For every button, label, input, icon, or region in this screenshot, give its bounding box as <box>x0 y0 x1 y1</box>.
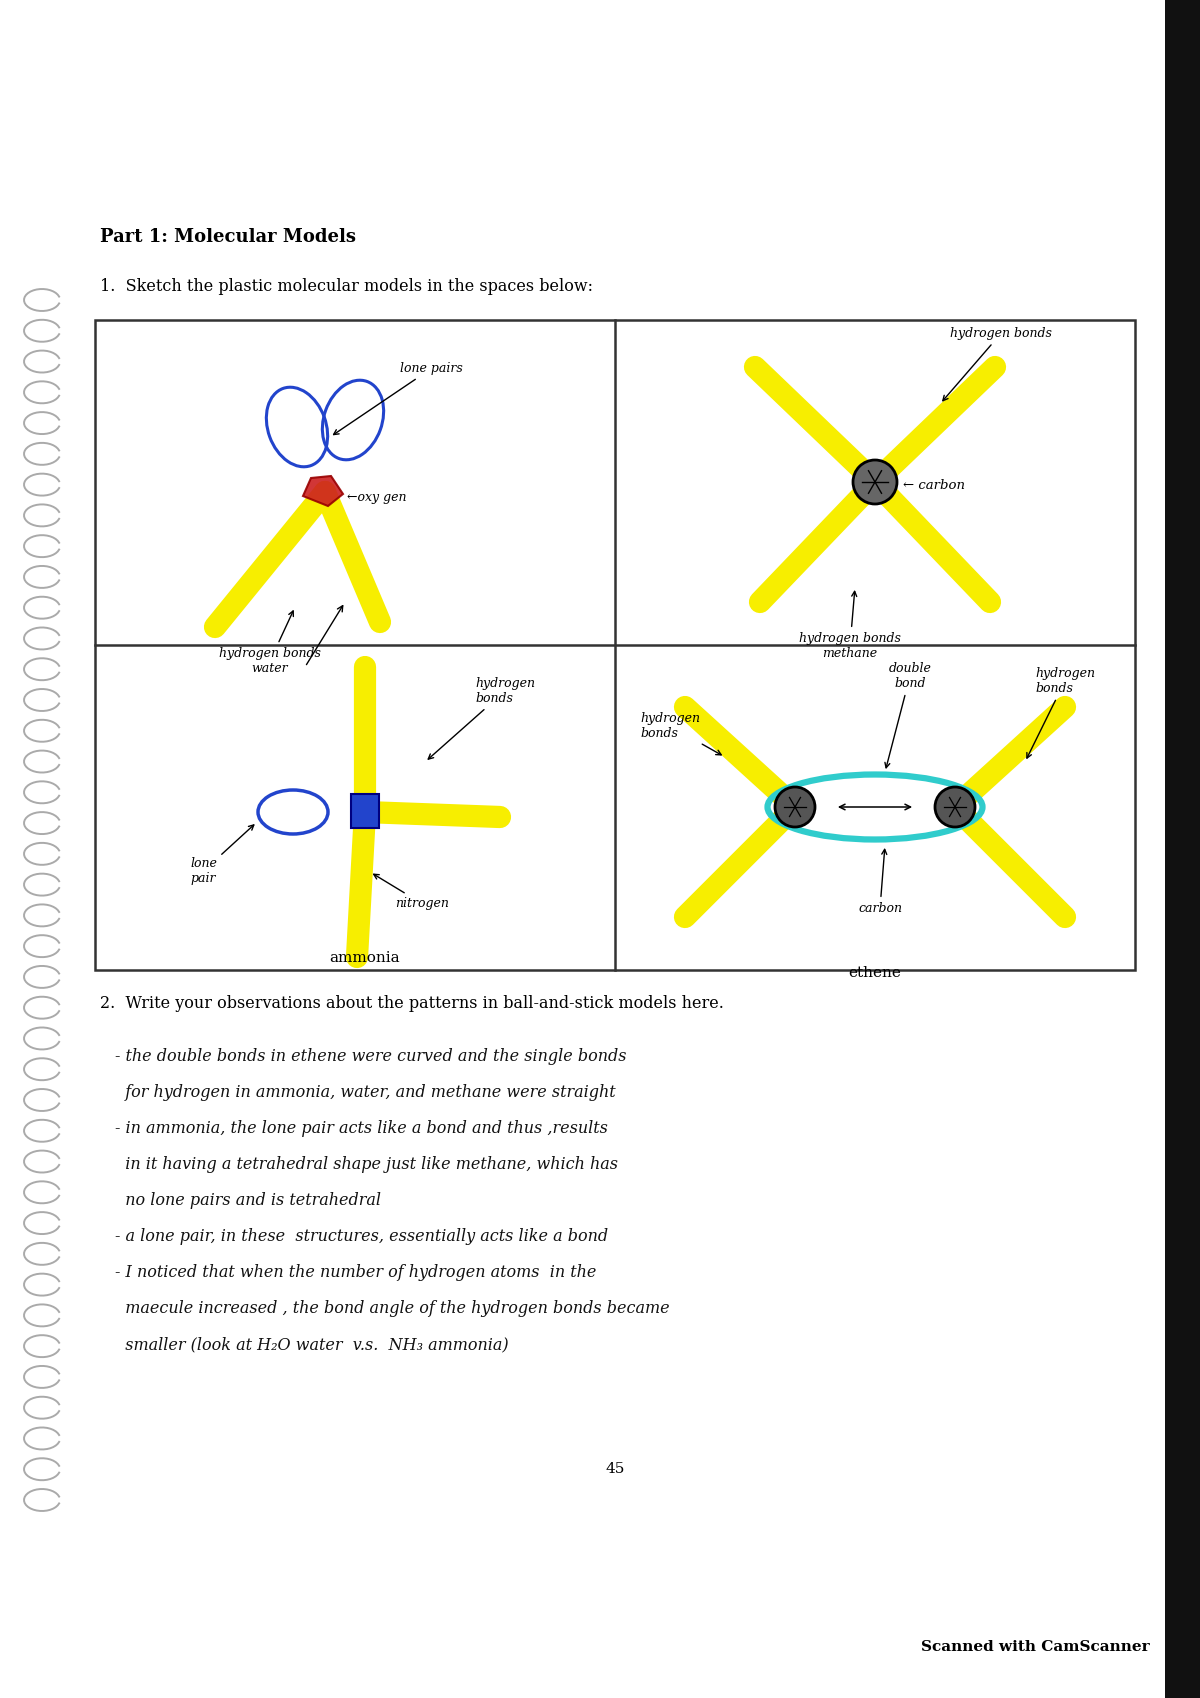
Text: - a lone pair, in these  structures, essentially acts like a bond: - a lone pair, in these structures, esse… <box>115 1228 608 1245</box>
Text: hydrogen
bonds: hydrogen bonds <box>1027 667 1096 757</box>
Bar <box>95 319 1135 970</box>
Circle shape <box>935 786 974 827</box>
Text: lone pairs: lone pairs <box>334 362 463 435</box>
Circle shape <box>775 786 815 827</box>
Bar <box>1165 0 1200 1698</box>
Text: Part 1: Molecular Models: Part 1: Molecular Models <box>100 228 356 246</box>
Text: no lone pairs and is tetrahedral: no lone pairs and is tetrahedral <box>115 1192 382 1209</box>
Circle shape <box>853 460 898 504</box>
Text: ← carbon: ← carbon <box>904 479 965 491</box>
Text: ←oxy gen: ←oxy gen <box>347 491 407 504</box>
Text: nitrogen: nitrogen <box>373 874 449 910</box>
Text: ammonia: ammonia <box>330 951 401 964</box>
Text: ethene: ethene <box>848 966 901 980</box>
Text: carbon: carbon <box>858 849 902 915</box>
Text: smaller (look at H₂O water  v.s.  NH₃ ammonia): smaller (look at H₂O water v.s. NH₃ ammo… <box>115 1336 509 1353</box>
Text: double
bond: double bond <box>884 662 931 767</box>
Text: 2.  Write your observations about the patterns in ball-and-stick models here.: 2. Write your observations about the pat… <box>100 995 724 1012</box>
Text: in it having a tetrahedral shape just like methane, which has: in it having a tetrahedral shape just li… <box>115 1156 618 1173</box>
Text: maecule increased , the bond angle of the hydrogen bonds became: maecule increased , the bond angle of th… <box>115 1301 670 1318</box>
Text: hydrogen bonds: hydrogen bonds <box>943 328 1052 401</box>
Bar <box>352 795 379 829</box>
Text: 1.  Sketch the plastic molecular models in the spaces below:: 1. Sketch the plastic molecular models i… <box>100 278 593 295</box>
Polygon shape <box>302 475 343 506</box>
Text: lone
pair: lone pair <box>190 825 254 885</box>
Text: - I noticed that when the number of hydrogen atoms  in the: - I noticed that when the number of hydr… <box>115 1263 596 1280</box>
Text: - the double bonds in ethene were curved and the single bonds: - the double bonds in ethene were curved… <box>115 1048 626 1065</box>
Text: Scanned with CamScanner: Scanned with CamScanner <box>922 1640 1150 1654</box>
Text: for hydrogen in ammonia, water, and methane were straight: for hydrogen in ammonia, water, and meth… <box>115 1083 616 1100</box>
Text: hydrogen
bonds: hydrogen bonds <box>428 678 535 759</box>
Text: hydrogen bonds
water: hydrogen bonds water <box>220 611 320 676</box>
Text: hydrogen bonds
methane: hydrogen bonds methane <box>799 591 901 661</box>
Text: hydrogen
bonds: hydrogen bonds <box>640 711 721 756</box>
Text: - in ammonia, the lone pair acts like a bond and thus ,results: - in ammonia, the lone pair acts like a … <box>115 1121 608 1138</box>
Text: 45: 45 <box>605 1462 625 1476</box>
